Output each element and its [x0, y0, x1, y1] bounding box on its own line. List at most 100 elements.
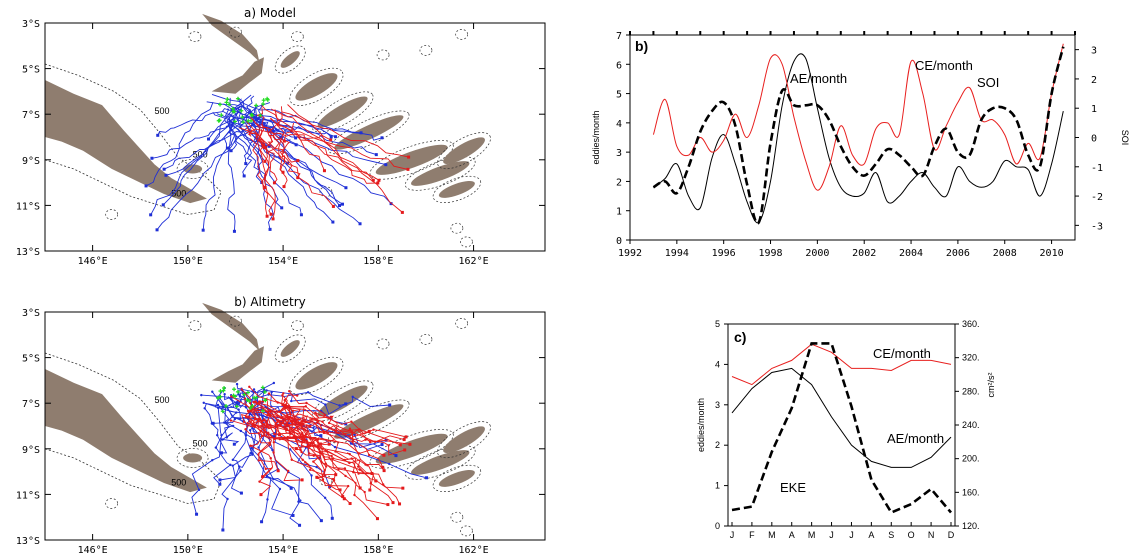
cyclonic-track-end	[269, 212, 273, 216]
anticyclonic-track-end	[161, 203, 165, 207]
lat-tick-label: 11°S	[16, 201, 40, 212]
land-island	[375, 144, 448, 175]
cyclonic-track-point	[373, 440, 377, 444]
cyclonic-track-point	[329, 415, 333, 419]
cyclonic-track	[272, 133, 301, 178]
x-tick-label: M	[808, 530, 816, 540]
anticyclonic-track-point	[266, 498, 269, 501]
anticyclonic-track-end	[337, 204, 341, 208]
anticyclonic-track	[253, 118, 340, 206]
map-altimetry: b) Altimetry 500 500 500 3°S 5°S 7°S 9°S 11°S 13°…	[16, 295, 546, 556]
anticyclonic-track-end	[271, 129, 275, 133]
contour-500	[44, 63, 222, 215]
cyclonic-track-point	[325, 450, 329, 453]
anticyclonic-track	[230, 382, 275, 494]
anticyclonic-track-point	[239, 429, 243, 433]
anticyclonic-track-point	[310, 474, 313, 477]
cyclonic-track-point	[352, 471, 355, 474]
anticyclonic-track	[226, 109, 236, 232]
anticyclonic-track-end	[344, 186, 348, 190]
eddy-start-marker	[240, 115, 245, 120]
eddy-start-marker	[261, 102, 266, 107]
cyclonic-track-point	[398, 502, 401, 506]
land-island	[443, 426, 485, 453]
cyclonic-track-point	[279, 423, 282, 426]
cyclonic-track	[270, 118, 409, 170]
land-island	[411, 161, 470, 186]
cyclonic-track-point	[369, 482, 372, 485]
land-island	[295, 362, 338, 390]
eddy-tracks	[191, 381, 429, 532]
x-tick-label: S	[888, 530, 894, 540]
cyclonic-track-point	[276, 401, 280, 404]
cyclonic-track-end	[263, 185, 267, 189]
land-island	[295, 73, 338, 101]
cyclonic-track-point	[319, 452, 322, 455]
cyclonic-track-point	[323, 469, 326, 472]
anticyclonic-track-end	[242, 174, 246, 178]
cyclonic-track-point	[243, 420, 246, 424]
x-tick-label: F	[749, 530, 755, 540]
eddy-start-marker	[227, 102, 232, 107]
cyclonic-track-point	[268, 443, 272, 446]
cyclonic-track-end	[329, 138, 333, 142]
map-panel-altimetry: b) Altimetry 500 500 500 3°S 5°S 7°S 9°S 11°S 13°…	[0, 290, 560, 560]
eddy-start-marker	[221, 388, 226, 393]
anticyclonic-track-end	[164, 173, 168, 177]
contour-500	[291, 31, 304, 43]
cyclonic-track-point	[408, 443, 412, 446]
anticyclonic-track-end	[294, 136, 298, 140]
cyclonic-track-point	[304, 461, 307, 464]
eddy-start-marker	[225, 97, 230, 102]
eddy-start-marker	[263, 398, 268, 403]
map-model: a) Model 500 500 500 3°S 5°S 7°S 9°S 11°S 13°S 146…	[16, 6, 546, 267]
cyclonic-track-point	[348, 427, 352, 430]
anticyclonic-track	[150, 94, 252, 216]
cyclonic-track-point	[304, 405, 307, 408]
y2-tick-label: -1	[1091, 163, 1103, 174]
anticyclonic-track-point	[220, 451, 223, 455]
cyclonic-track-point	[327, 421, 331, 425]
anticyclonic-track-point	[272, 381, 276, 385]
contour-500	[328, 110, 410, 155]
anticyclonic-track-point	[214, 446, 218, 449]
cyclonic-track-point	[290, 458, 293, 461]
anticyclonic-track	[241, 388, 390, 407]
anticyclonic-track-point	[250, 447, 253, 450]
anticyclonic-track-point	[237, 408, 240, 411]
cyclonic-track-point	[257, 431, 260, 435]
cyclonic-track-point	[353, 493, 356, 497]
cyclonic-track-point	[399, 443, 402, 447]
anticyclonic-track	[240, 103, 343, 205]
eddy-start-marker	[218, 102, 223, 107]
cyclonic-track-point	[403, 448, 406, 452]
anticyclonic-track-end	[340, 202, 344, 206]
cyclonic-track-point	[276, 469, 280, 472]
cyclonic-track-point	[305, 424, 308, 427]
cyclonic-track-point	[229, 419, 233, 422]
cyclonic-track	[255, 107, 268, 162]
anticyclonic-track-point	[235, 402, 238, 405]
contour-500	[437, 132, 491, 170]
anticyclonic-track-point	[197, 488, 201, 492]
eddy-start-marker	[261, 98, 266, 103]
y-tick-label: 0	[715, 521, 720, 531]
lat-tick-label: 5°S	[22, 65, 40, 76]
cyclonic-track-point	[273, 432, 276, 436]
x-tick-label: N	[928, 530, 935, 540]
contour-500	[455, 318, 469, 329]
y2-tick-label: -2	[1091, 192, 1103, 203]
anticyclonic-track-point	[290, 487, 293, 490]
anticyclonic-track-end	[331, 220, 335, 224]
anticyclonic-track-end	[268, 227, 272, 231]
cyclonic-track-point	[308, 425, 312, 428]
cyclonic-track	[270, 117, 374, 181]
anticyclonic-track-end	[374, 153, 378, 157]
cyclonic-track-end	[322, 169, 326, 173]
contour-500	[105, 209, 119, 220]
y-tick-label: 4	[715, 359, 720, 369]
cyclonic-track-point	[358, 452, 361, 455]
contour-500	[229, 26, 242, 38]
anticyclonic-track-point	[251, 453, 254, 456]
y-tick-label: 4	[616, 119, 622, 130]
